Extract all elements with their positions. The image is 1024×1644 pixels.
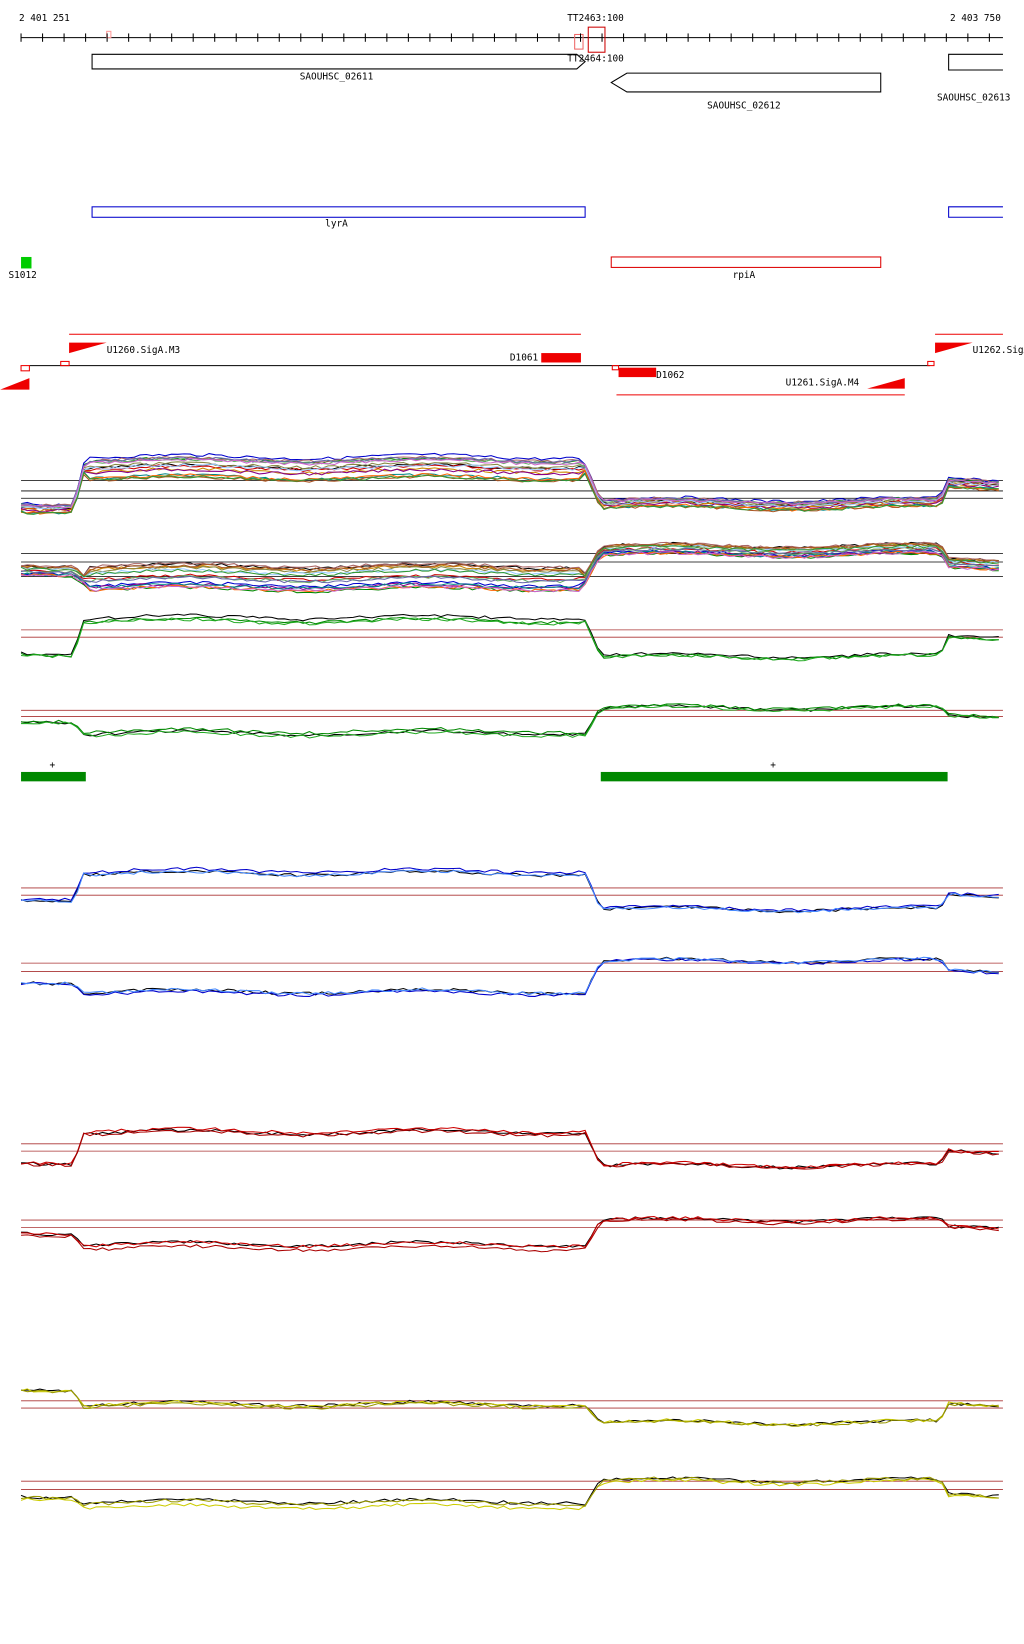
annotation-layer xyxy=(0,26,1003,782)
terminator-box xyxy=(574,33,584,50)
expression-trace xyxy=(20,456,999,508)
expression-trace xyxy=(21,1127,999,1170)
gene-label: SAOUHSC_02613 xyxy=(937,92,1010,103)
feature-label: S1012 xyxy=(9,270,37,281)
promoter xyxy=(935,342,973,354)
segment-bar xyxy=(600,771,948,782)
expression-trace xyxy=(20,544,999,578)
expression-trace xyxy=(20,956,999,996)
expression-trace xyxy=(20,957,999,997)
feature-label: U1261.SigA.M4 xyxy=(786,377,860,388)
ruler-start: 2 401 251 xyxy=(19,13,70,24)
segment-bar xyxy=(21,771,86,782)
d-element xyxy=(618,367,657,378)
expression-trace xyxy=(20,471,999,515)
expression-trace xyxy=(21,1215,999,1249)
expression-trace xyxy=(20,1388,999,1427)
strand-label: + xyxy=(50,760,56,771)
expression-trace xyxy=(21,463,999,510)
expression-trace xyxy=(20,1476,999,1507)
expression-trace xyxy=(21,1129,999,1170)
strand-label: + xyxy=(770,760,776,771)
feature-label: U1260.SigA.M3 xyxy=(107,345,180,356)
expression-trace xyxy=(21,457,999,509)
expression-trace xyxy=(20,869,999,914)
d-element xyxy=(541,353,581,363)
expression-trace xyxy=(20,1478,999,1511)
expression-trace xyxy=(20,467,999,513)
gene-name: rpiA xyxy=(733,270,756,281)
expression-trace xyxy=(20,704,999,737)
lyrA-box xyxy=(91,206,586,218)
expression-trace xyxy=(20,541,999,577)
feature-label: D1062 xyxy=(656,370,684,381)
expression-trace xyxy=(20,1389,999,1427)
marker xyxy=(611,365,620,371)
gene-box xyxy=(948,206,1003,218)
rpiA-box xyxy=(610,256,882,268)
gene-arrow xyxy=(91,53,586,70)
expression-trace xyxy=(20,543,999,579)
expression-trace xyxy=(21,703,999,736)
expression-trace xyxy=(20,544,999,579)
promoter xyxy=(867,378,905,389)
ruler-end: 2 403 750 xyxy=(950,13,1001,24)
expression-trace xyxy=(20,869,999,914)
terminator-box xyxy=(587,26,606,53)
expression-trace xyxy=(20,866,999,912)
s-element xyxy=(21,256,32,269)
promoter xyxy=(0,378,30,390)
expression-trace xyxy=(20,1126,999,1169)
expression-trace xyxy=(20,549,999,589)
gene-label: SAOUHSC_02612 xyxy=(707,101,781,112)
gene-label: SAOUHSC_02611 xyxy=(300,71,374,82)
expression-trace xyxy=(20,616,999,661)
expression-trace xyxy=(20,464,999,511)
terminator-label: TT2463:100 xyxy=(567,13,624,24)
feature-label: D1061 xyxy=(510,352,539,363)
expression-trace xyxy=(21,1217,999,1253)
promoter xyxy=(69,342,107,354)
expression-trace xyxy=(20,452,999,507)
gene-box xyxy=(948,53,1003,71)
feature-label: U1262.SigA xyxy=(973,345,1024,356)
gene-name: lyrA xyxy=(325,219,348,230)
gene-arrow xyxy=(610,72,882,93)
expression-trace xyxy=(20,617,999,662)
expression-trace xyxy=(21,1388,999,1427)
expression-trace xyxy=(21,704,999,739)
expression-trace xyxy=(20,550,999,593)
terminator-label: TT2464:100 xyxy=(567,54,624,65)
expression-trace xyxy=(21,546,999,584)
marker xyxy=(60,360,70,367)
expression-trace xyxy=(20,613,999,660)
marker xyxy=(20,365,30,372)
marker xyxy=(927,360,935,367)
expression-trace xyxy=(20,542,999,577)
